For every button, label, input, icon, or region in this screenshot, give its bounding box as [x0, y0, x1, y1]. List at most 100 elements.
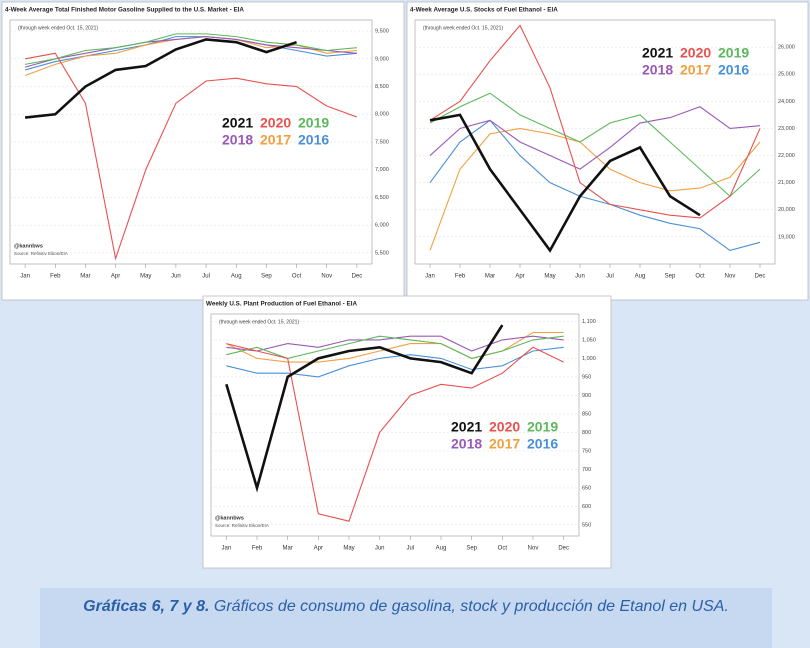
caption-bold: Gráficas 6, 7 y 8.	[83, 598, 210, 615]
plot-area	[210, 313, 580, 537]
series-line	[226, 331, 564, 363]
legend-entry: 2016	[527, 436, 558, 452]
y-tick-label: 550	[582, 522, 591, 528]
series-line	[429, 92, 761, 197]
y-tick-label: 25,000	[778, 72, 795, 78]
y-tick-label: 950	[582, 374, 591, 380]
x-tick-label: Aug	[436, 546, 447, 552]
chart-note: (through week ended Oct. 15, 2021)	[423, 25, 503, 31]
x-tick-label: Jun	[375, 546, 385, 552]
x-tick-label: Feb	[50, 274, 61, 280]
x-tick-label: Jan	[425, 274, 435, 280]
legend-entry: 2021	[222, 115, 253, 131]
x-tick-label: Mar	[80, 274, 90, 280]
y-tick-label: 7,500	[375, 139, 389, 145]
series-line	[226, 346, 564, 378]
caption-text: Gráficos de consumo de gasolina, stock y…	[213, 598, 729, 615]
legend-entry: 2020	[260, 115, 291, 131]
y-tick-label: 22,000	[778, 153, 795, 159]
y-tick-label: 9,500	[375, 29, 389, 35]
y-tick-label: 26,000	[778, 45, 795, 51]
caption: Gráficas 6, 7 y 8. Gráficos de consumo d…	[40, 588, 772, 648]
legend-entry: 2017	[680, 62, 711, 78]
legend-entry: 2019	[298, 115, 329, 131]
series-line	[24, 36, 357, 68]
y-tick-label: 750	[582, 448, 591, 454]
legend-entry: 2018	[222, 132, 253, 148]
y-tick-label: 600	[582, 504, 591, 510]
legend-entry: 2019	[527, 419, 558, 435]
legend-entry: 2021	[642, 45, 673, 61]
x-tick-label: Sep	[261, 274, 272, 280]
x-tick-label: Mar	[282, 546, 292, 552]
x-tick-label: Aug	[231, 274, 242, 280]
series-line	[429, 106, 761, 170]
x-tick-label: May	[544, 274, 555, 280]
chart-credit: @kannbws	[215, 515, 244, 521]
legend-entry: 2017	[489, 436, 520, 452]
chart-note: (through week ended Oct. 15, 2021)	[219, 319, 299, 325]
x-tick-label: Nov	[528, 546, 539, 552]
x-tick-label: Jul	[406, 546, 414, 552]
x-tick-label: Oct	[498, 546, 508, 552]
y-tick-label: 8,000	[375, 112, 389, 118]
x-tick-label: Apr	[515, 274, 524, 280]
x-tick-label: Aug	[635, 274, 646, 280]
chart-source: Source: Refinitiv Eikon/EIA	[14, 251, 68, 256]
series-line	[429, 127, 761, 251]
y-tick-label: 7,000	[375, 167, 389, 173]
chart-title: 4-Week Average U.S. Stocks of Fuel Ethan…	[410, 7, 558, 14]
series-line	[24, 33, 357, 65]
y-tick-label: 1,050	[582, 337, 596, 343]
x-tick-label: Apr	[314, 546, 323, 552]
x-tick-label: May	[343, 546, 354, 552]
y-tick-label: 900	[582, 393, 591, 399]
series-line	[429, 119, 761, 252]
y-tick-label: 700	[582, 467, 591, 473]
y-tick-label: 23,000	[778, 126, 795, 132]
x-tick-label: Dec	[558, 546, 569, 552]
x-tick-label: Oct	[292, 274, 302, 280]
x-tick-label: Mar	[485, 274, 495, 280]
x-tick-label: Sep	[665, 274, 676, 280]
legend-entry: 2020	[489, 419, 520, 435]
series-line	[429, 24, 761, 219]
x-tick-label: Jun	[171, 274, 181, 280]
series-line	[429, 113, 701, 253]
chart-credit: @kannbws	[14, 243, 43, 249]
series-line	[226, 343, 564, 522]
x-tick-label: Jul	[202, 274, 210, 280]
y-tick-label: 1,000	[582, 356, 596, 362]
y-tick-label: 6,500	[375, 195, 389, 201]
x-tick-label: Feb	[455, 274, 466, 280]
series-line	[24, 52, 358, 261]
y-tick-label: 21,000	[778, 180, 795, 186]
x-tick-label: Nov	[725, 274, 736, 280]
x-tick-label: Jul	[606, 274, 614, 280]
chart: 550 600 650 700 750 800 850 900 950 1,000 1,050 1,1…	[202, 295, 612, 569]
y-tick-label: 5,500	[375, 250, 389, 256]
series-line	[226, 335, 564, 359]
x-tick-label: Dec	[755, 274, 766, 280]
x-tick-label: May	[140, 274, 151, 280]
y-tick-label: 850	[582, 411, 591, 417]
legend-entry: 2016	[718, 62, 749, 78]
y-tick-label: 24,000	[778, 99, 795, 105]
y-tick-label: 20,000	[778, 207, 795, 213]
y-tick-label: 9,000	[375, 56, 389, 62]
x-tick-label: Jan	[221, 546, 231, 552]
y-tick-label: 8,500	[375, 84, 389, 90]
y-tick-label: 1,100	[582, 319, 596, 325]
chart: 5,500 6,000 6,500 7,000 7,500 8,000 8,500 9,000…	[1, 1, 405, 301]
legend-entry: 2018	[451, 436, 482, 452]
legend-entry: 2019	[718, 45, 749, 61]
legend-entry: 2020	[680, 45, 711, 61]
charts: 5,500 6,000 6,500 7,000 7,500 8,000 8,500 9,000…	[1, 1, 809, 569]
legend-entry: 2018	[642, 62, 673, 78]
y-tick-label: 800	[582, 430, 591, 436]
x-tick-label: Jun	[575, 274, 585, 280]
y-tick-label: 6,000	[375, 223, 389, 229]
x-tick-label: Sep	[466, 546, 477, 552]
x-tick-label: Oct	[695, 274, 705, 280]
